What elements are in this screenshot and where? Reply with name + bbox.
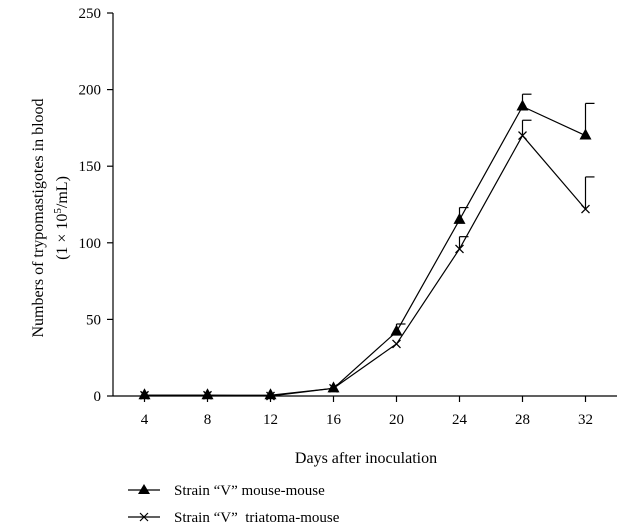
legend-marker-filled-triangle xyxy=(138,484,150,494)
x-tick-label: 8 xyxy=(204,412,212,428)
series-layer xyxy=(138,93,595,401)
x-tick-label: 32 xyxy=(578,412,593,428)
series-line xyxy=(144,105,586,396)
data-point-triangle xyxy=(516,99,529,111)
x-tick-label: 16 xyxy=(326,412,342,428)
legend-label-triatoma-mouse: Strain “V” triatoma-mouse xyxy=(174,510,340,526)
data-point-triangle xyxy=(453,212,466,224)
data-point-x xyxy=(581,204,590,214)
y-axis-title: Numbers of trypomastigotes in blood (1 ×… xyxy=(30,98,71,337)
x-axis-title: Days after inoculation xyxy=(295,450,437,467)
y-tick-label: 0 xyxy=(94,389,102,405)
data-point-x xyxy=(518,131,527,141)
x-tick-label: 24 xyxy=(452,412,468,428)
data-point-x xyxy=(455,244,464,254)
legend-marker-x xyxy=(139,512,149,522)
x-tick-label: 12 xyxy=(263,412,278,428)
data-point-triangle xyxy=(327,381,340,393)
legend: Strain “V” mouse-mouse Strain “V” triato… xyxy=(128,483,340,526)
x-tick-label: 4 xyxy=(141,412,149,428)
y-axis-title-line1: Numbers of trypomastigotes in blood xyxy=(30,98,47,337)
y-tick-label: 50 xyxy=(86,312,101,328)
axes xyxy=(112,13,617,397)
data-point-triangle xyxy=(138,388,151,400)
y-axis-ticks: 0 50 100 150 200 250 xyxy=(79,6,113,405)
data-point-triangle xyxy=(264,388,277,400)
data-point-x xyxy=(329,383,338,393)
y-axis-title-line2: (1 × 105/mL) xyxy=(52,176,71,260)
legend-item-mouse-mouse: Strain “V” mouse-mouse xyxy=(128,483,325,499)
y-tick-label: 100 xyxy=(79,236,102,252)
y-unit-suffix: /mL) xyxy=(54,176,71,208)
y-tick-label: 250 xyxy=(79,6,102,22)
series-2 xyxy=(140,119,595,401)
y-tick-label: 150 xyxy=(79,159,102,175)
x-axis-ticks: 4 8 12 16 20 24 28 32 xyxy=(141,396,593,428)
x-tick-label: 20 xyxy=(389,412,404,428)
data-point-triangle xyxy=(579,128,592,140)
x-tick-label: 28 xyxy=(515,412,530,428)
series-line xyxy=(144,134,586,397)
data-point-x xyxy=(140,390,149,400)
y-tick-label: 200 xyxy=(79,83,102,99)
y-unit-prefix: (1 × 10 xyxy=(54,214,71,260)
data-point-x xyxy=(266,391,275,401)
data-point-triangle xyxy=(390,324,403,336)
data-point-x xyxy=(203,390,212,400)
y-unit-exponent: 5 xyxy=(52,208,64,214)
data-point-triangle xyxy=(201,388,214,400)
legend-label-mouse-mouse: Strain “V” mouse-mouse xyxy=(174,483,325,499)
legend-item-triatoma-mouse: Strain “V” triatoma-mouse xyxy=(128,510,340,526)
data-point-x xyxy=(392,339,401,349)
